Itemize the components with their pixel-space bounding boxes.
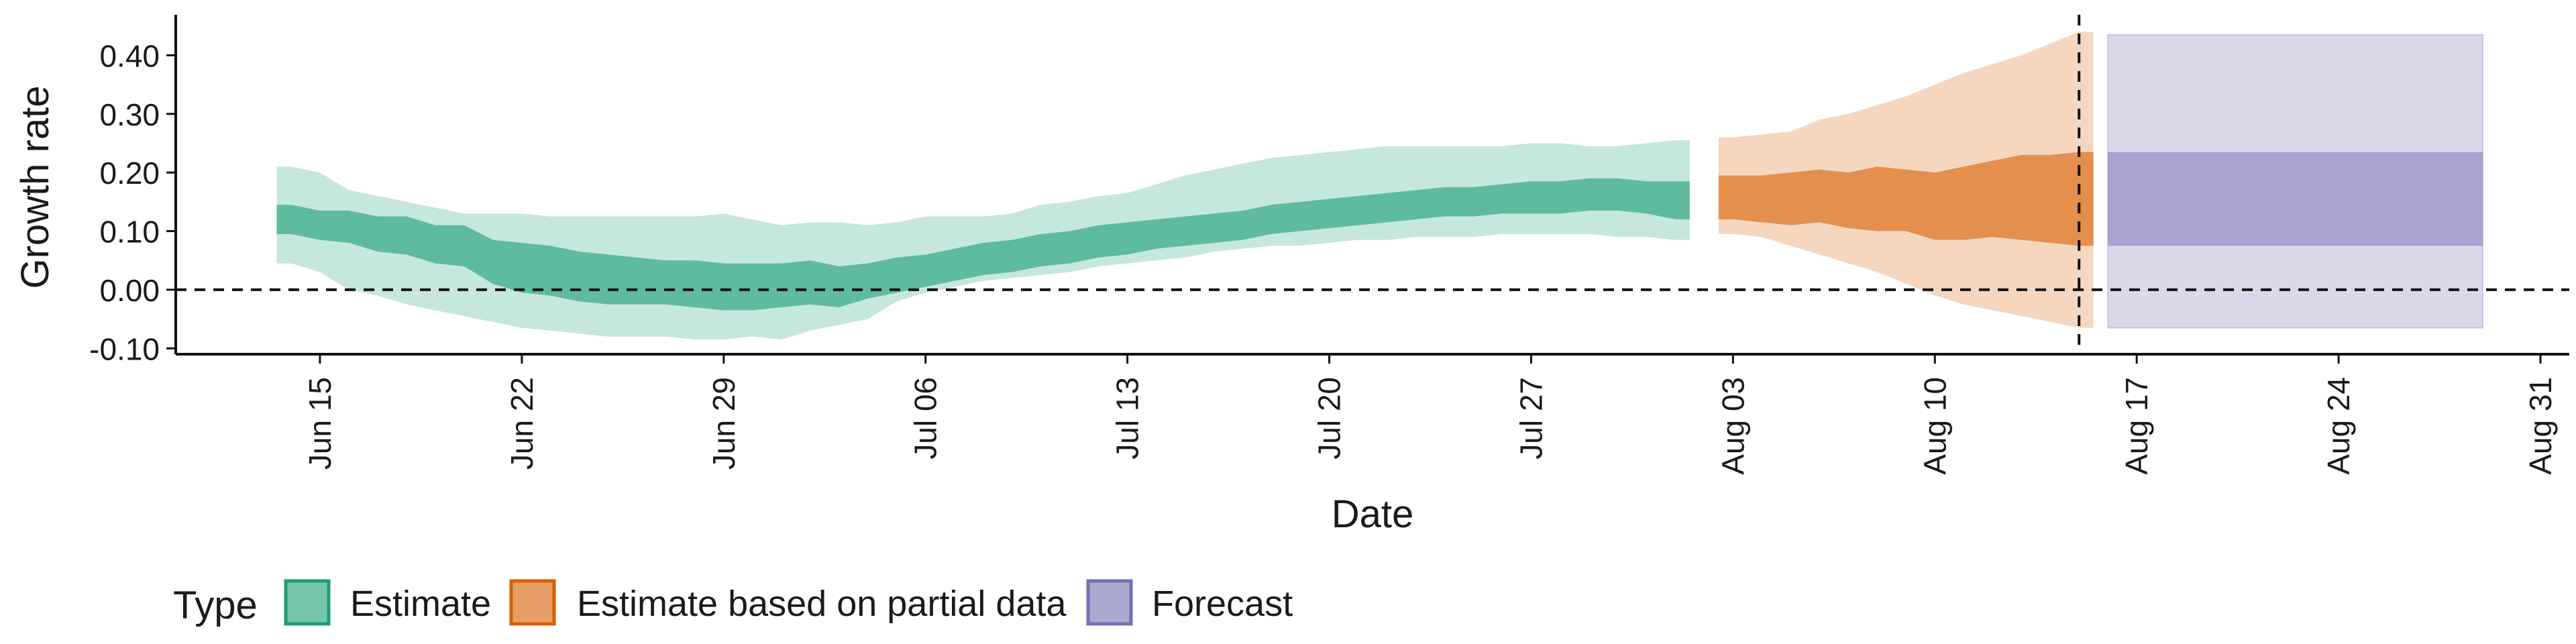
- y-tick-label: 0.30: [99, 97, 160, 132]
- y-tick-label: 0.00: [99, 273, 160, 308]
- band-inner-estimate-based-on-partial-data: [1718, 152, 2094, 246]
- legend-items: Estimate Estimate based on partial data Fo…: [284, 579, 1293, 626]
- band-inner-forecast: [2108, 152, 2483, 246]
- legend-swatch-estimate-based-on-partial-data: [509, 579, 556, 626]
- x-tick-label: Jun 29: [706, 377, 741, 470]
- y-tick-label: 0.40: [99, 38, 160, 73]
- x-tick-label: Aug 10: [1917, 377, 1952, 475]
- bands-layer: [276, 32, 2484, 340]
- legend-label-forecast: Forecast: [1152, 584, 1293, 624]
- x-tick-label: Jul 27: [1513, 377, 1548, 460]
- x-tick-label: Jul 06: [908, 377, 943, 460]
- band-inner-estimate: [276, 178, 1690, 311]
- legend-swatch-estimate: [284, 579, 331, 626]
- y-tick-label: 0.20: [99, 156, 160, 191]
- x-tick-label: Jun 15: [303, 377, 337, 470]
- y-axis-title: Growth rate: [13, 86, 57, 289]
- y-tick-label: 0.10: [99, 215, 160, 250]
- legend: Type Estimate Estimate based on partial d…: [173, 579, 1293, 627]
- x-tick-label: Jul 13: [1110, 377, 1145, 460]
- legend-label-estimate-based-on-partial-data: Estimate based on partial data: [577, 584, 1067, 624]
- axes: -0.10 0.00 0.10 0.20 0.30 0.40 Jun 15 Jun 22 Jun…: [89, 15, 2569, 475]
- legend-swatch-forecast: [1086, 579, 1133, 626]
- x-tick-label: Aug 17: [2119, 377, 2154, 475]
- x-tick-label: Jul 20: [1312, 377, 1347, 460]
- x-tick-label: Jun 22: [504, 377, 539, 470]
- y-tick-label: -0.10: [89, 331, 160, 366]
- legend-title: Type: [173, 584, 258, 627]
- x-tick-label: Aug 31: [2523, 377, 2558, 475]
- x-tick-label: Aug 24: [2321, 377, 2356, 475]
- x-tick-label: Aug 03: [1715, 377, 1750, 475]
- reference-lines: [176, 15, 2569, 354]
- x-axis-title: Date: [1332, 492, 1414, 536]
- legend-label-estimate: Estimate: [350, 584, 491, 624]
